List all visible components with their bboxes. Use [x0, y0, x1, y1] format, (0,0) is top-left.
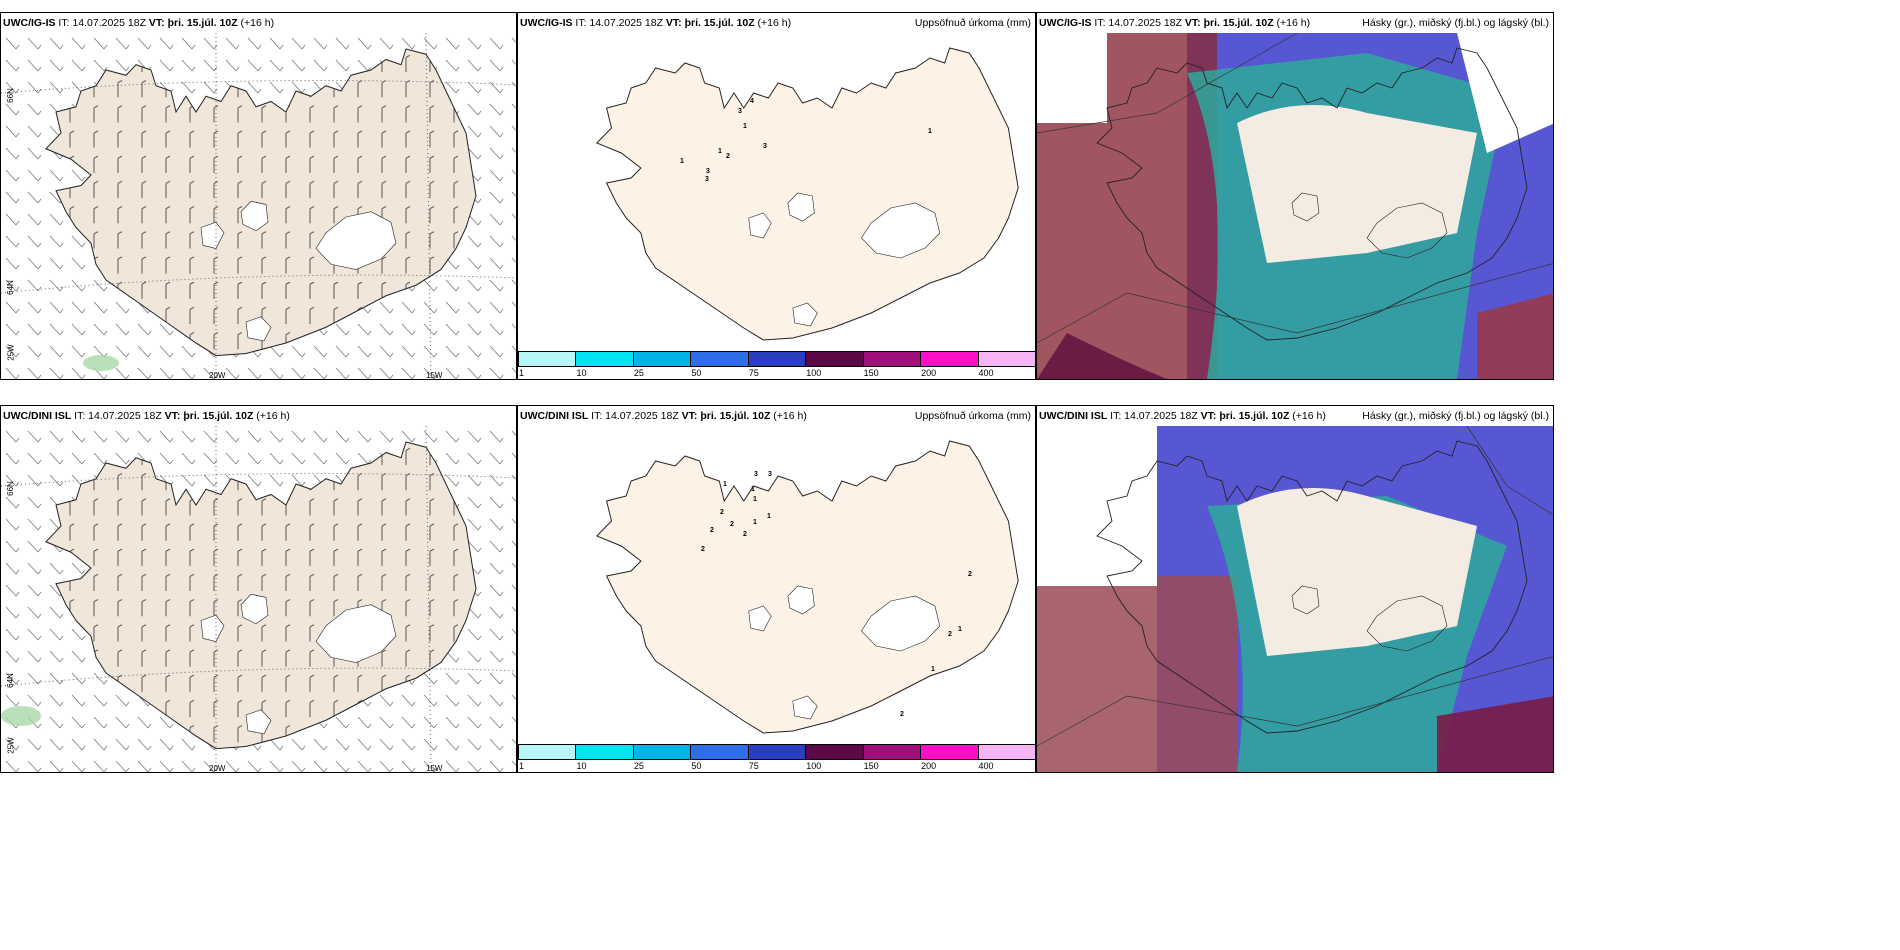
cloud-map [1037, 33, 1553, 379]
colorbar-tick: 200 [921, 368, 937, 378]
colorbar-swatch [518, 351, 577, 367]
panel-title: Uppsöfnuð úrkoma (mm) [914, 17, 1031, 29]
panel-header: UWC/DINI ISL IT: 14.07.2025 18Z VT: þri.… [1039, 410, 1326, 422]
precip-value: 1 [958, 626, 962, 633]
precip-value: 2 [968, 571, 972, 578]
panel-precip-bottom: UWC/DINI ISL IT: 14.07.2025 18Z VT: þri.… [517, 405, 1036, 773]
panel-header: UWC/IG-IS IT: 14.07.2025 18Z VT: þri. 15… [520, 17, 792, 29]
panel-wind-bottom: UWC/DINI ISL IT: 14.07.2025 18Z VT: þri.… [0, 405, 517, 773]
colorbar-tick: 150 [863, 368, 879, 378]
precip-value: 1 [680, 158, 684, 165]
precip-value: 3 [738, 108, 742, 115]
panel-title: Hásky (gr.), miðský (fj.bl.) og lágský (… [1362, 17, 1549, 29]
lon-label-15: 15W [426, 371, 443, 380]
precip-value: 2 [710, 527, 714, 534]
colorbar-swatch [747, 351, 807, 367]
lat-label-66: 66N [5, 481, 15, 496]
colorbar-swatch [862, 351, 922, 367]
panel-title: Hásky (gr.), miðský (fj.bl.) og lágský (… [1362, 410, 1549, 422]
precip-value: 2 [948, 631, 952, 638]
precip-value: 1 [753, 519, 757, 526]
precip-value: 3 [754, 471, 758, 478]
colorbar-swatch [690, 744, 749, 760]
colorbar-tick: 75 [748, 761, 759, 771]
colorbar-swatch [920, 351, 979, 367]
precip-value: 2 [730, 521, 734, 528]
colorbar-tick: 400 [978, 761, 994, 771]
colorbar-tick: 10 [576, 761, 587, 771]
precip-value: 2 [743, 531, 747, 538]
colorbar-tick: 25 [633, 368, 644, 378]
colorbar-swatch [805, 744, 864, 760]
precip-value: 4 [750, 98, 754, 105]
colorbar-swatch [977, 744, 1035, 760]
colorbar-tick: 75 [748, 368, 759, 378]
wind-map [1, 33, 516, 379]
precip-value: 2 [726, 153, 730, 160]
precip-value: 1 [743, 123, 747, 130]
colorbar-tick: 50 [691, 761, 702, 771]
precip-value: 1 [751, 486, 755, 493]
precip-value: 1 [718, 148, 722, 155]
panel-title: Uppsöfnuð úrkoma (mm) [914, 410, 1031, 422]
precip-value: 1 [753, 496, 757, 503]
colorbar-swatch [747, 744, 807, 760]
panel-header: UWC/IG-IS IT: 14.07.2025 18Z VT: þri. 15… [1039, 17, 1311, 29]
precip-value: 1 [767, 513, 771, 520]
precip-value: 2 [701, 546, 705, 553]
colorbar-swatch [575, 744, 634, 760]
lon-label-20: 20W [209, 371, 226, 380]
lat-label-64: 64N [5, 673, 15, 688]
colorbar: 1 10 25 50 75 100 150 200 400 [518, 742, 1035, 772]
panel-header: UWC/DINI ISL IT: 14.07.2025 18Z VT: þri.… [520, 410, 807, 422]
precip-value: 3 [768, 471, 772, 478]
colorbar-tick: 150 [863, 761, 879, 771]
colorbar-swatch [862, 744, 922, 760]
precip-value: 2 [900, 711, 904, 718]
lon-label-25: 25W [6, 344, 16, 361]
panel-precip-top: UWC/IG-IS IT: 14.07.2025 18Z VT: þri. 15… [517, 12, 1036, 380]
colorbar: 1 10 25 50 75 100 150 200 400 [518, 349, 1035, 379]
colorbar-tick: 25 [633, 761, 644, 771]
colorbar-swatch [920, 744, 979, 760]
colorbar-swatch [690, 351, 749, 367]
colorbar-tick: 50 [691, 368, 702, 378]
lon-label-20: 20W [209, 764, 226, 773]
colorbar-swatch [575, 351, 634, 367]
precip-value: 1 [723, 481, 727, 488]
precip-value: 1 [928, 128, 932, 135]
lon-label-15: 15W [426, 764, 443, 773]
colorbar-tick: 400 [978, 368, 994, 378]
colorbar-tick: 1 [519, 761, 525, 771]
lat-label-64: 64N [5, 280, 15, 295]
lon-label-25: 25W [6, 737, 16, 754]
colorbar-tick: 100 [806, 761, 822, 771]
panel-header: UWC/IG-IS IT: 14.07.2025 18Z VT: þri. 15… [3, 17, 275, 29]
colorbar-tick: 100 [806, 368, 822, 378]
wind-map [1, 426, 516, 772]
colorbar-swatch [632, 351, 692, 367]
panel-header: UWC/DINI ISL IT: 14.07.2025 18Z VT: þri.… [3, 410, 290, 422]
precip-value: 1 [931, 666, 935, 673]
colorbar-swatch [805, 351, 864, 367]
precip-value: 3 [706, 168, 710, 175]
panel-cloud-top: UWC/IG-IS IT: 14.07.2025 18Z VT: þri. 15… [1036, 12, 1554, 380]
colorbar-tick: 10 [576, 368, 587, 378]
colorbar-swatch [518, 744, 577, 760]
precip-map: 1 3 1 3 2 3 4 1 3 1 [596, 47, 1019, 341]
panel-cloud-bottom: UWC/DINI ISL IT: 14.07.2025 18Z VT: þri.… [1036, 405, 1554, 773]
precip-value: 3 [705, 176, 709, 183]
precip-value: 3 [763, 143, 767, 150]
lat-label-66: 66N [5, 88, 15, 103]
colorbar-tick: 200 [921, 761, 937, 771]
cloud-map [1037, 426, 1553, 772]
colorbar-swatch [632, 744, 692, 760]
precip-value: 2 [720, 509, 724, 516]
panel-wind-top: UWC/IG-IS IT: 14.07.2025 18Z VT: þri. 15… [0, 12, 517, 380]
colorbar-tick: 1 [519, 368, 525, 378]
colorbar-swatch [977, 351, 1035, 367]
